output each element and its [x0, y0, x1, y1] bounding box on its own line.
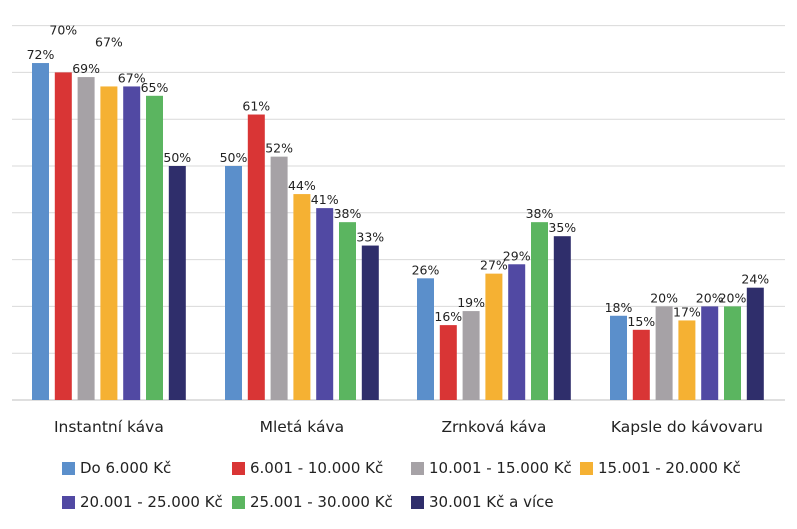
data-label: 16%	[434, 309, 462, 324]
legend-swatch	[232, 495, 245, 509]
data-label: 29%	[503, 248, 531, 263]
data-label: 61%	[242, 99, 270, 114]
legend-label: 25.001 - 30.000 Kč	[250, 493, 393, 511]
bar	[77, 77, 95, 400]
bar	[462, 311, 480, 400]
bar-chart: 72% 50% 26% 18% 70% 61% 16% 15% 69% 52% 19% 20% 67% 4…	[12, 22, 785, 436]
bar	[247, 114, 265, 401]
data-label: 38%	[526, 206, 554, 221]
bar	[701, 306, 719, 400]
bar	[746, 287, 764, 400]
legend-swatch	[62, 461, 75, 475]
legend-label: 6.001 - 10.000 Kč	[250, 459, 384, 477]
data-label: 17%	[673, 304, 701, 319]
bar	[339, 222, 356, 400]
data-label: 67%	[95, 34, 123, 49]
bar	[724, 306, 741, 400]
bar	[32, 63, 49, 400]
bar	[610, 315, 627, 400]
data-label: 24%	[741, 272, 769, 287]
data-label: 18%	[605, 300, 633, 315]
legend-item: Do 6.000 Kč	[62, 459, 171, 477]
data-label: 67%	[118, 70, 146, 85]
data-label: 20%	[650, 290, 678, 305]
data-label: 26%	[412, 262, 440, 277]
bar	[123, 86, 141, 400]
data-label: 50%	[163, 150, 191, 165]
data-label: 20%	[719, 290, 747, 305]
legend-item: 10.001 - 15.000 Kč	[411, 459, 572, 477]
data-label: 33%	[356, 230, 384, 245]
legend-swatch	[232, 461, 245, 475]
legend-label: 30.001 Kč a více	[429, 493, 554, 511]
data-label: 35%	[548, 220, 576, 235]
legend-item: 30.001 Kč a více	[411, 493, 554, 511]
data-label: 44%	[288, 178, 316, 193]
category-label: Mletá káva	[260, 418, 345, 436]
bar	[100, 86, 118, 400]
bar	[146, 95, 163, 401]
bar	[270, 156, 288, 400]
bar	[293, 194, 311, 400]
bar	[54, 72, 72, 401]
bar	[531, 222, 548, 400]
bar	[316, 208, 334, 400]
category-label: Instantní káva	[54, 418, 164, 436]
data-label: 65%	[141, 80, 169, 95]
category-label: Zrnková káva	[441, 418, 546, 436]
data-label: 72%	[27, 47, 55, 62]
bar	[439, 325, 457, 400]
legend-swatch	[411, 461, 424, 475]
legend-label: 10.001 - 15.000 Kč	[429, 459, 572, 477]
data-label: 27%	[480, 258, 508, 273]
data-label: 20%	[696, 290, 724, 305]
data-label: 69%	[72, 61, 100, 76]
data-label: 19%	[457, 295, 485, 310]
bar	[361, 245, 379, 400]
bar	[168, 166, 186, 400]
legend-item: 25.001 - 30.000 Kč	[232, 493, 393, 511]
bar	[508, 264, 526, 400]
bar	[417, 278, 434, 400]
bar	[553, 236, 571, 400]
data-label: 38%	[334, 206, 362, 221]
legend-label: Do 6.000 Kč	[80, 459, 172, 477]
data-label: 70%	[49, 22, 77, 37]
legend-item: 6.001 - 10.000 Kč	[232, 459, 383, 477]
legend-label: 20.001 - 25.000 Kč	[80, 493, 223, 511]
data-label: 41%	[311, 192, 339, 207]
bar	[225, 166, 242, 400]
data-label: 50%	[220, 150, 248, 165]
data-label: 15%	[627, 314, 655, 329]
legend-swatch	[580, 461, 593, 475]
legend-item: 15.001 - 20.000 Kč	[580, 459, 741, 477]
bar	[655, 306, 673, 400]
bar	[485, 273, 503, 400]
bar	[632, 329, 650, 400]
legend-label: 15.001 - 20.000 Kč	[598, 459, 741, 477]
category-label: Kapsle do kávovaru	[611, 418, 763, 436]
legend-swatch	[62, 495, 75, 509]
data-label: 52%	[265, 141, 293, 156]
bar	[678, 320, 696, 400]
legend-swatch	[411, 495, 424, 509]
legend-item: 20.001 - 25.000 Kč	[62, 493, 223, 511]
